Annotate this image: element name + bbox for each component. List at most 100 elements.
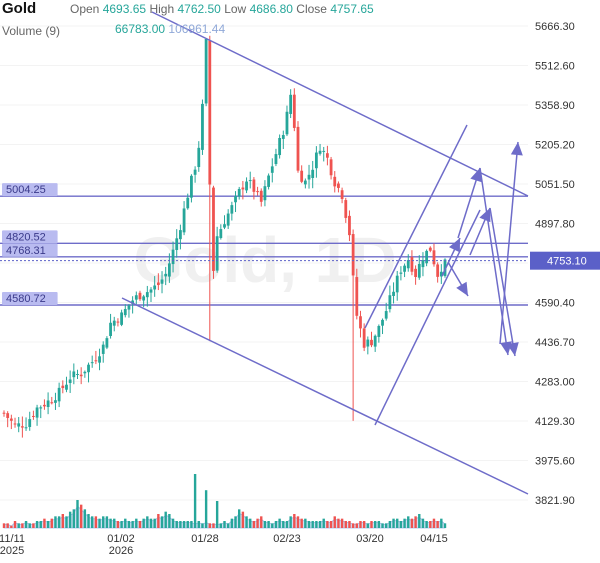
candle-body[interactable]: [43, 404, 46, 407]
candle-body[interactable]: [428, 247, 432, 251]
candle-body[interactable]: [138, 292, 142, 300]
candle-body[interactable]: [127, 305, 131, 310]
candle-body[interactable]: [101, 344, 105, 354]
candle-body[interactable]: [186, 197, 190, 209]
candle-body[interactable]: [171, 249, 175, 265]
candle-body[interactable]: [384, 311, 388, 319]
candle-body[interactable]: [6, 413, 10, 418]
candle-body[interactable]: [406, 260, 410, 269]
candle-body[interactable]: [443, 259, 447, 276]
candle-body[interactable]: [190, 175, 193, 198]
candle-body[interactable]: [197, 147, 201, 168]
candle-body[interactable]: [98, 356, 101, 363]
price-axis[interactable]: 5666.30 5512.60 5358.90 5205.20 5051.50 4897.…: [0, 21, 600, 507]
trend-drawings[interactable]: [121, 11, 529, 495]
candle-body[interactable]: [2, 412, 6, 414]
candle-body[interactable]: [296, 126, 300, 171]
candle-body[interactable]: [256, 191, 259, 193]
candle-body[interactable]: [182, 208, 186, 233]
candle-body[interactable]: [175, 238, 179, 250]
candle-body[interactable]: [72, 371, 76, 378]
projection-arrow-1-head[interactable]: [449, 238, 460, 253]
level-tag[interactable]: [2, 243, 58, 257]
candle-body[interactable]: [333, 176, 337, 187]
candle-body[interactable]: [395, 275, 399, 293]
candle-body[interactable]: [425, 250, 429, 264]
candle-body[interactable]: [35, 407, 39, 418]
candle-body[interactable]: [388, 295, 392, 310]
projection-arrow-7-head[interactable]: [510, 142, 523, 156]
projection-arrow-7[interactable]: [499, 141, 519, 345]
candle-body[interactable]: [9, 418, 13, 421]
candle-body[interactable]: [123, 309, 127, 316]
candle-body[interactable]: [226, 213, 230, 226]
candle-body[interactable]: [167, 263, 171, 277]
candle-body[interactable]: [270, 166, 274, 173]
candle-body[interactable]: [259, 190, 263, 202]
candle-body[interactable]: [292, 94, 296, 128]
candle-body[interactable]: [267, 175, 270, 187]
candle-body[interactable]: [344, 200, 348, 218]
candle-body[interactable]: [204, 38, 208, 104]
candle-body[interactable]: [326, 153, 329, 158]
candle-body[interactable]: [274, 154, 278, 165]
candle-body[interactable]: [417, 263, 421, 278]
candle-body[interactable]: [241, 187, 245, 190]
candle-body[interactable]: [322, 150, 326, 152]
candle-body[interactable]: [212, 187, 215, 271]
candle-body[interactable]: [215, 236, 219, 271]
rising-channel-resistance[interactable]: [364, 124, 468, 329]
candle-body[interactable]: [24, 427, 28, 429]
candle-body[interactable]: [68, 379, 72, 383]
candle-body[interactable]: [285, 111, 289, 135]
candle-body[interactable]: [87, 364, 90, 373]
candle-body[interactable]: [149, 289, 153, 293]
channel-lower-line[interactable]: [121, 297, 529, 495]
candle-body[interactable]: [348, 215, 351, 236]
candle-body[interactable]: [311, 169, 315, 178]
candle-body[interactable]: [142, 296, 146, 301]
candle-body[interactable]: [359, 316, 362, 329]
candle-body[interactable]: [377, 325, 381, 337]
level-tag[interactable]: [2, 183, 58, 197]
candle-body[interactable]: [355, 277, 359, 316]
candle-body[interactable]: [160, 279, 164, 284]
candle-body[interactable]: [17, 423, 21, 427]
candle-body[interactable]: [131, 300, 135, 304]
projection-arrow-2-head[interactable]: [456, 281, 468, 296]
candle-body[interactable]: [32, 415, 35, 417]
candle-body[interactable]: [46, 400, 50, 408]
candle-body[interactable]: [318, 150, 322, 154]
candle-body[interactable]: [421, 260, 425, 268]
candle-body[interactable]: [337, 183, 340, 188]
projection-arrow-6[interactable]: [489, 207, 516, 357]
candle-body[interactable]: [362, 328, 366, 348]
candle-body[interactable]: [366, 339, 370, 347]
candle-body[interactable]: [381, 319, 384, 326]
candle-body[interactable]: [230, 205, 234, 214]
candle-body[interactable]: [340, 190, 344, 199]
candle-body[interactable]: [410, 257, 414, 272]
candle-body[interactable]: [201, 103, 204, 150]
candle-body[interactable]: [289, 94, 293, 114]
candle-body[interactable]: [20, 426, 24, 428]
candle-body[interactable]: [116, 321, 120, 323]
candle-body[interactable]: [234, 195, 237, 203]
candle-body[interactable]: [278, 137, 282, 156]
candle-body[interactable]: [219, 229, 223, 239]
candle-body[interactable]: [248, 180, 252, 182]
candle-body[interactable]: [164, 273, 168, 277]
candle-body[interactable]: [414, 268, 417, 278]
candle-body[interactable]: [245, 181, 248, 191]
candle-body[interactable]: [373, 335, 377, 347]
candle-body[interactable]: [307, 174, 311, 180]
candle-body[interactable]: [303, 180, 307, 185]
candle-body[interactable]: [83, 371, 87, 374]
candle-body[interactable]: [90, 362, 94, 364]
candle-body[interactable]: [109, 322, 112, 337]
candle-body[interactable]: [193, 169, 197, 175]
projection-arrow-5-head[interactable]: [479, 208, 491, 223]
